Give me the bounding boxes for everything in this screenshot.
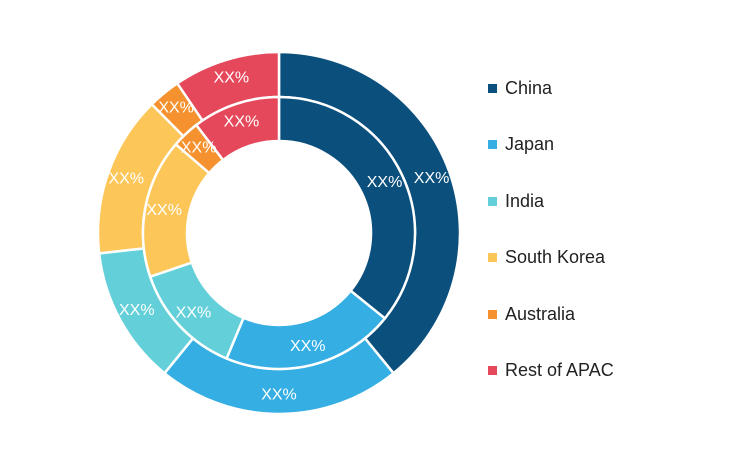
slice-labels: XX%XX%XX%XX%XX%XX%XX%XX%XX%XX%XX%XX% [108,70,449,404]
outer-slice-label-japan: XX% [261,387,297,404]
legend-swatch [488,196,497,206]
inner-slice-label-india: XX% [176,304,212,321]
legend-label: India [505,190,545,211]
legend-swatch [488,140,497,149]
inner-slice-label-australia: XX% [181,139,217,156]
legend-swatch [488,83,497,93]
outer-slice-label-south-korea: XX% [108,171,144,188]
legend-swatch [488,309,497,319]
legend-swatch [488,366,497,375]
legend-label: China [505,77,553,98]
donut-chart-svg: XX%XX%XX%XX%XX%XX%XX%XX%XX%XX%XX%XX% [96,50,462,416]
legend-label: Australia [505,303,576,324]
outer-slice-label-china: XX% [414,170,450,187]
legend-item-australia: Australia [488,300,614,328]
inner-slice-china [277,95,417,321]
inner-slice-label-japan: XX% [290,338,326,355]
legend-label: Rest of APAC [505,360,614,380]
inner-slice-label-south-korea: XX% [146,202,182,219]
inner-slice-rest-of-apac [194,95,281,162]
inner-ring [141,95,417,371]
outer-slice-label-rest-of-apac: XX% [214,70,250,87]
inner-slice-label-rest-of-apac: XX% [224,114,260,131]
legend-label: South Korea [505,247,606,267]
legend-label: Japan [505,134,555,154]
legend-item-rest-of-apac: Rest of APAC [488,357,614,385]
legend: China Japan India South Korea Australia Rest … [488,74,614,413]
legend-item-china: China [488,74,614,102]
donut-chart: XX% XX% XX% XX% XX% XX% XX% XX% XX% XX% XX% XX% [96,50,462,416]
inner-slice-label-china: XX% [367,174,403,191]
legend-item-japan: Japan [488,131,614,159]
legend-item-india: India [488,187,614,215]
legend-swatch [488,253,497,262]
legend-item-south-korea: South Korea [488,244,614,272]
outer-slice-label-australia: XX% [158,99,194,116]
outer-slice-label-india: XX% [119,302,155,319]
